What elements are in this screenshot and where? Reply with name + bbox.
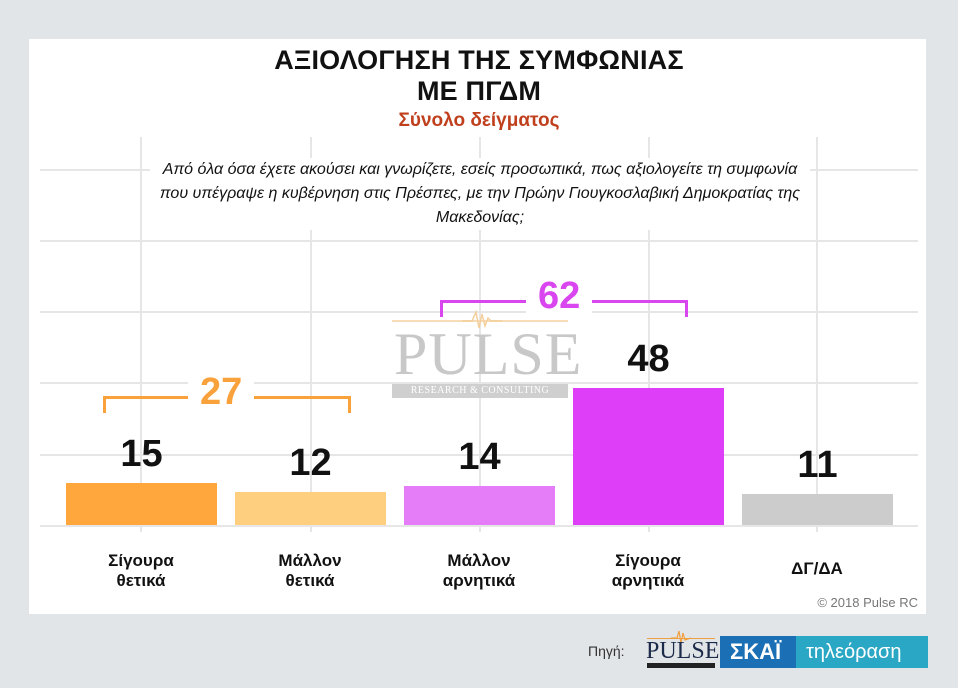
bar-value: 48 [627, 338, 670, 380]
pulse-watermark: PULSE RESEARCH & CONSULTING [392, 310, 581, 400]
x-label: Σίγουρα αρνητικά [563, 551, 733, 591]
x-label-line2: θετικά [285, 571, 335, 590]
pulse-logo-word: PULSE [646, 638, 720, 664]
bar-mallon-arnitika [404, 486, 555, 525]
x-label: Σίγουρα θετικά [56, 551, 226, 591]
pulse-logo: PULSE [645, 630, 720, 670]
pulse-logo-band [647, 663, 715, 668]
pulse-wave-icon [462, 310, 502, 329]
x-label-line2: αρνητικά [442, 571, 516, 590]
gridline-vertical [479, 137, 481, 532]
x-label-line1: Μάλλον [447, 551, 511, 570]
gridline-vertical [310, 137, 312, 532]
bar-value: 14 [458, 436, 501, 478]
copyright: © 2018 Pulse RC [817, 595, 918, 610]
x-label: ΔΓ/ΔΑ [732, 559, 902, 579]
chart-subtitle: Σύνολο δείγματος [398, 110, 560, 131]
pulse-logo-line [647, 638, 715, 639]
gridline-vertical [648, 137, 650, 532]
x-label-line1: Σίγουρα [108, 551, 174, 570]
skai-brand: ΣΚΑΪ [720, 636, 796, 668]
bar-value: 15 [120, 433, 163, 475]
skai-logo: ΣΚΑΪ τηλεόραση [720, 636, 928, 668]
bar-sigoura-arnitika [573, 388, 724, 525]
x-label-line1: Σίγουρα [615, 551, 681, 570]
pulse-logo-wave-icon [671, 630, 691, 644]
source-label: Πηγή: [588, 643, 625, 659]
chart-title-line1: ΑΞΙΟΛΟΓΗΣΗ ΤΗΣ ΣΥΜΦΩΝΙΑΣ [274, 45, 684, 75]
bar-sigoura-thetika [66, 483, 217, 525]
x-label-line1: ΔΓ/ΔΑ [791, 559, 843, 578]
negative-total-label: 62 [526, 276, 593, 316]
bar-value: 12 [289, 442, 332, 484]
bar-mallon-thetika [235, 492, 386, 525]
watermark-word: PULSE [394, 321, 583, 387]
chart-title-line2: ΜΕ ΠΓΔΜ [416, 76, 542, 106]
skai-channel: τηλεόραση [796, 636, 928, 668]
positive-total-label: 27 [188, 372, 255, 412]
x-label: Μάλλον αρνητικά [394, 551, 564, 591]
survey-question: Από όλα όσα έχετε ακούσει και γνωρίζετε,… [150, 158, 810, 230]
x-label: Μάλλον θετικά [225, 551, 395, 591]
x-label-line1: Μάλλον [278, 551, 342, 570]
x-label-line2: αρνητικά [611, 571, 685, 590]
x-label-line2: θετικά [116, 571, 166, 590]
bar-value: 11 [797, 444, 838, 486]
watermark-tagline: RESEARCH & CONSULTING [392, 384, 568, 398]
gridline-vertical [816, 137, 818, 532]
gridline-vertical [140, 137, 142, 532]
bar-dg-da [742, 494, 893, 525]
